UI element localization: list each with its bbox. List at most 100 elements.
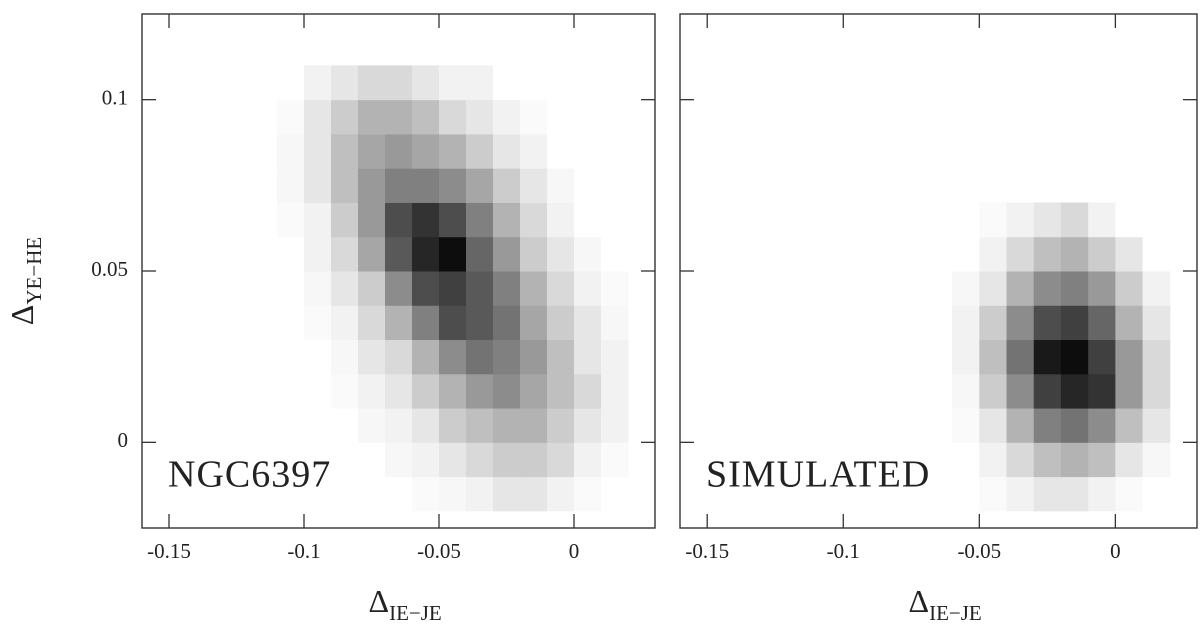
density-cell	[277, 476, 305, 512]
density-cell	[601, 442, 629, 478]
density-cell	[1115, 236, 1144, 272]
density-cell	[547, 202, 575, 238]
density-cell	[601, 271, 629, 306]
density-cell	[466, 271, 494, 306]
density-cell	[1088, 373, 1116, 409]
density-cell	[439, 339, 467, 375]
density-cell	[358, 339, 386, 375]
density-cell	[1088, 476, 1116, 512]
panel: -0.15 -0.1 -0.05 000.050.1NGC6397ΔIE−JEΔYE−…	[4, 13, 656, 625]
density-cell	[1142, 202, 1171, 238]
density-cell	[520, 236, 548, 272]
density-cell	[493, 236, 521, 272]
density-cell	[358, 408, 386, 443]
density-cell	[493, 373, 521, 409]
density-cell	[601, 202, 629, 238]
density-cell	[952, 339, 980, 375]
density-cell	[439, 168, 467, 203]
density-cell	[601, 408, 629, 443]
density-cell	[331, 202, 359, 238]
density-cell	[385, 168, 413, 203]
density-cell	[547, 271, 575, 306]
density-cell	[1088, 339, 1116, 375]
x-tick-label: -0.1	[287, 539, 320, 563]
density-cell	[304, 339, 332, 375]
density-cell	[1060, 305, 1089, 341]
density-cell	[1060, 476, 1089, 512]
density-cell	[304, 408, 332, 443]
density-cell	[1088, 442, 1116, 478]
density-cell	[466, 99, 494, 135]
density-cell	[358, 271, 386, 306]
density-cell	[1142, 305, 1171, 341]
y-tick-label: 0.1	[102, 85, 128, 109]
density-cell	[979, 236, 1008, 272]
density-cell	[601, 339, 629, 375]
density-cell	[547, 236, 575, 272]
density-cell	[331, 476, 359, 512]
density-cell	[1088, 271, 1116, 306]
density-cell	[1006, 271, 1035, 306]
density-cell	[1060, 373, 1089, 409]
density-cell	[358, 442, 386, 478]
x-tick-label: 0	[569, 539, 580, 563]
density-cell	[601, 373, 629, 409]
density-cell	[358, 202, 386, 238]
density-cell	[574, 133, 602, 169]
density-cell	[1006, 339, 1035, 375]
x-tick-label: -0.05	[417, 539, 461, 563]
density-cell	[493, 476, 521, 512]
density-cell	[358, 305, 386, 341]
density-cell	[277, 442, 305, 478]
density-cell	[520, 271, 548, 306]
density-cell	[385, 99, 413, 135]
density-cell	[493, 408, 521, 443]
density-cell	[952, 442, 980, 478]
density-cell	[1060, 236, 1089, 272]
density-cell	[1006, 442, 1035, 478]
density-cell	[1006, 373, 1035, 409]
density-cell	[1088, 408, 1116, 443]
density-cell	[277, 65, 305, 101]
density-cell	[331, 236, 359, 272]
density-cell	[979, 271, 1008, 306]
density-cell	[1033, 408, 1062, 443]
density-cell	[277, 202, 305, 238]
density-cell	[601, 168, 629, 203]
density-cell	[466, 236, 494, 272]
density-cell	[493, 442, 521, 478]
density-cell	[547, 408, 575, 443]
density-cell	[250, 339, 278, 375]
density-cell	[277, 236, 305, 272]
density-cell	[493, 168, 521, 203]
density-cell	[304, 373, 332, 409]
density-cell	[979, 305, 1008, 341]
density-cell	[1088, 305, 1116, 341]
density-cell	[1142, 271, 1171, 306]
density-cell	[277, 373, 305, 409]
density-cell	[466, 373, 494, 409]
density-cell	[601, 476, 629, 512]
density-cell	[439, 133, 467, 169]
density-cell	[439, 271, 467, 306]
y-axis-symbol: Δ	[4, 305, 40, 326]
density-cell	[385, 408, 413, 443]
density-cell	[1033, 271, 1062, 306]
density-cell	[547, 373, 575, 409]
density-cell	[547, 476, 575, 512]
density-cell	[439, 236, 467, 272]
density-cell	[277, 99, 305, 135]
x-axis-symbol: Δ	[909, 583, 930, 619]
density-cell	[1006, 305, 1035, 341]
density-cell	[1142, 236, 1171, 272]
density-cell	[304, 168, 332, 203]
density-cell	[358, 133, 386, 169]
density-cell	[1142, 476, 1171, 512]
density-cell	[277, 133, 305, 169]
density-cell	[979, 476, 1008, 512]
density-cell	[331, 271, 359, 306]
density-cell	[1142, 408, 1171, 443]
density-cell	[520, 442, 548, 478]
density-cell	[1033, 373, 1062, 409]
